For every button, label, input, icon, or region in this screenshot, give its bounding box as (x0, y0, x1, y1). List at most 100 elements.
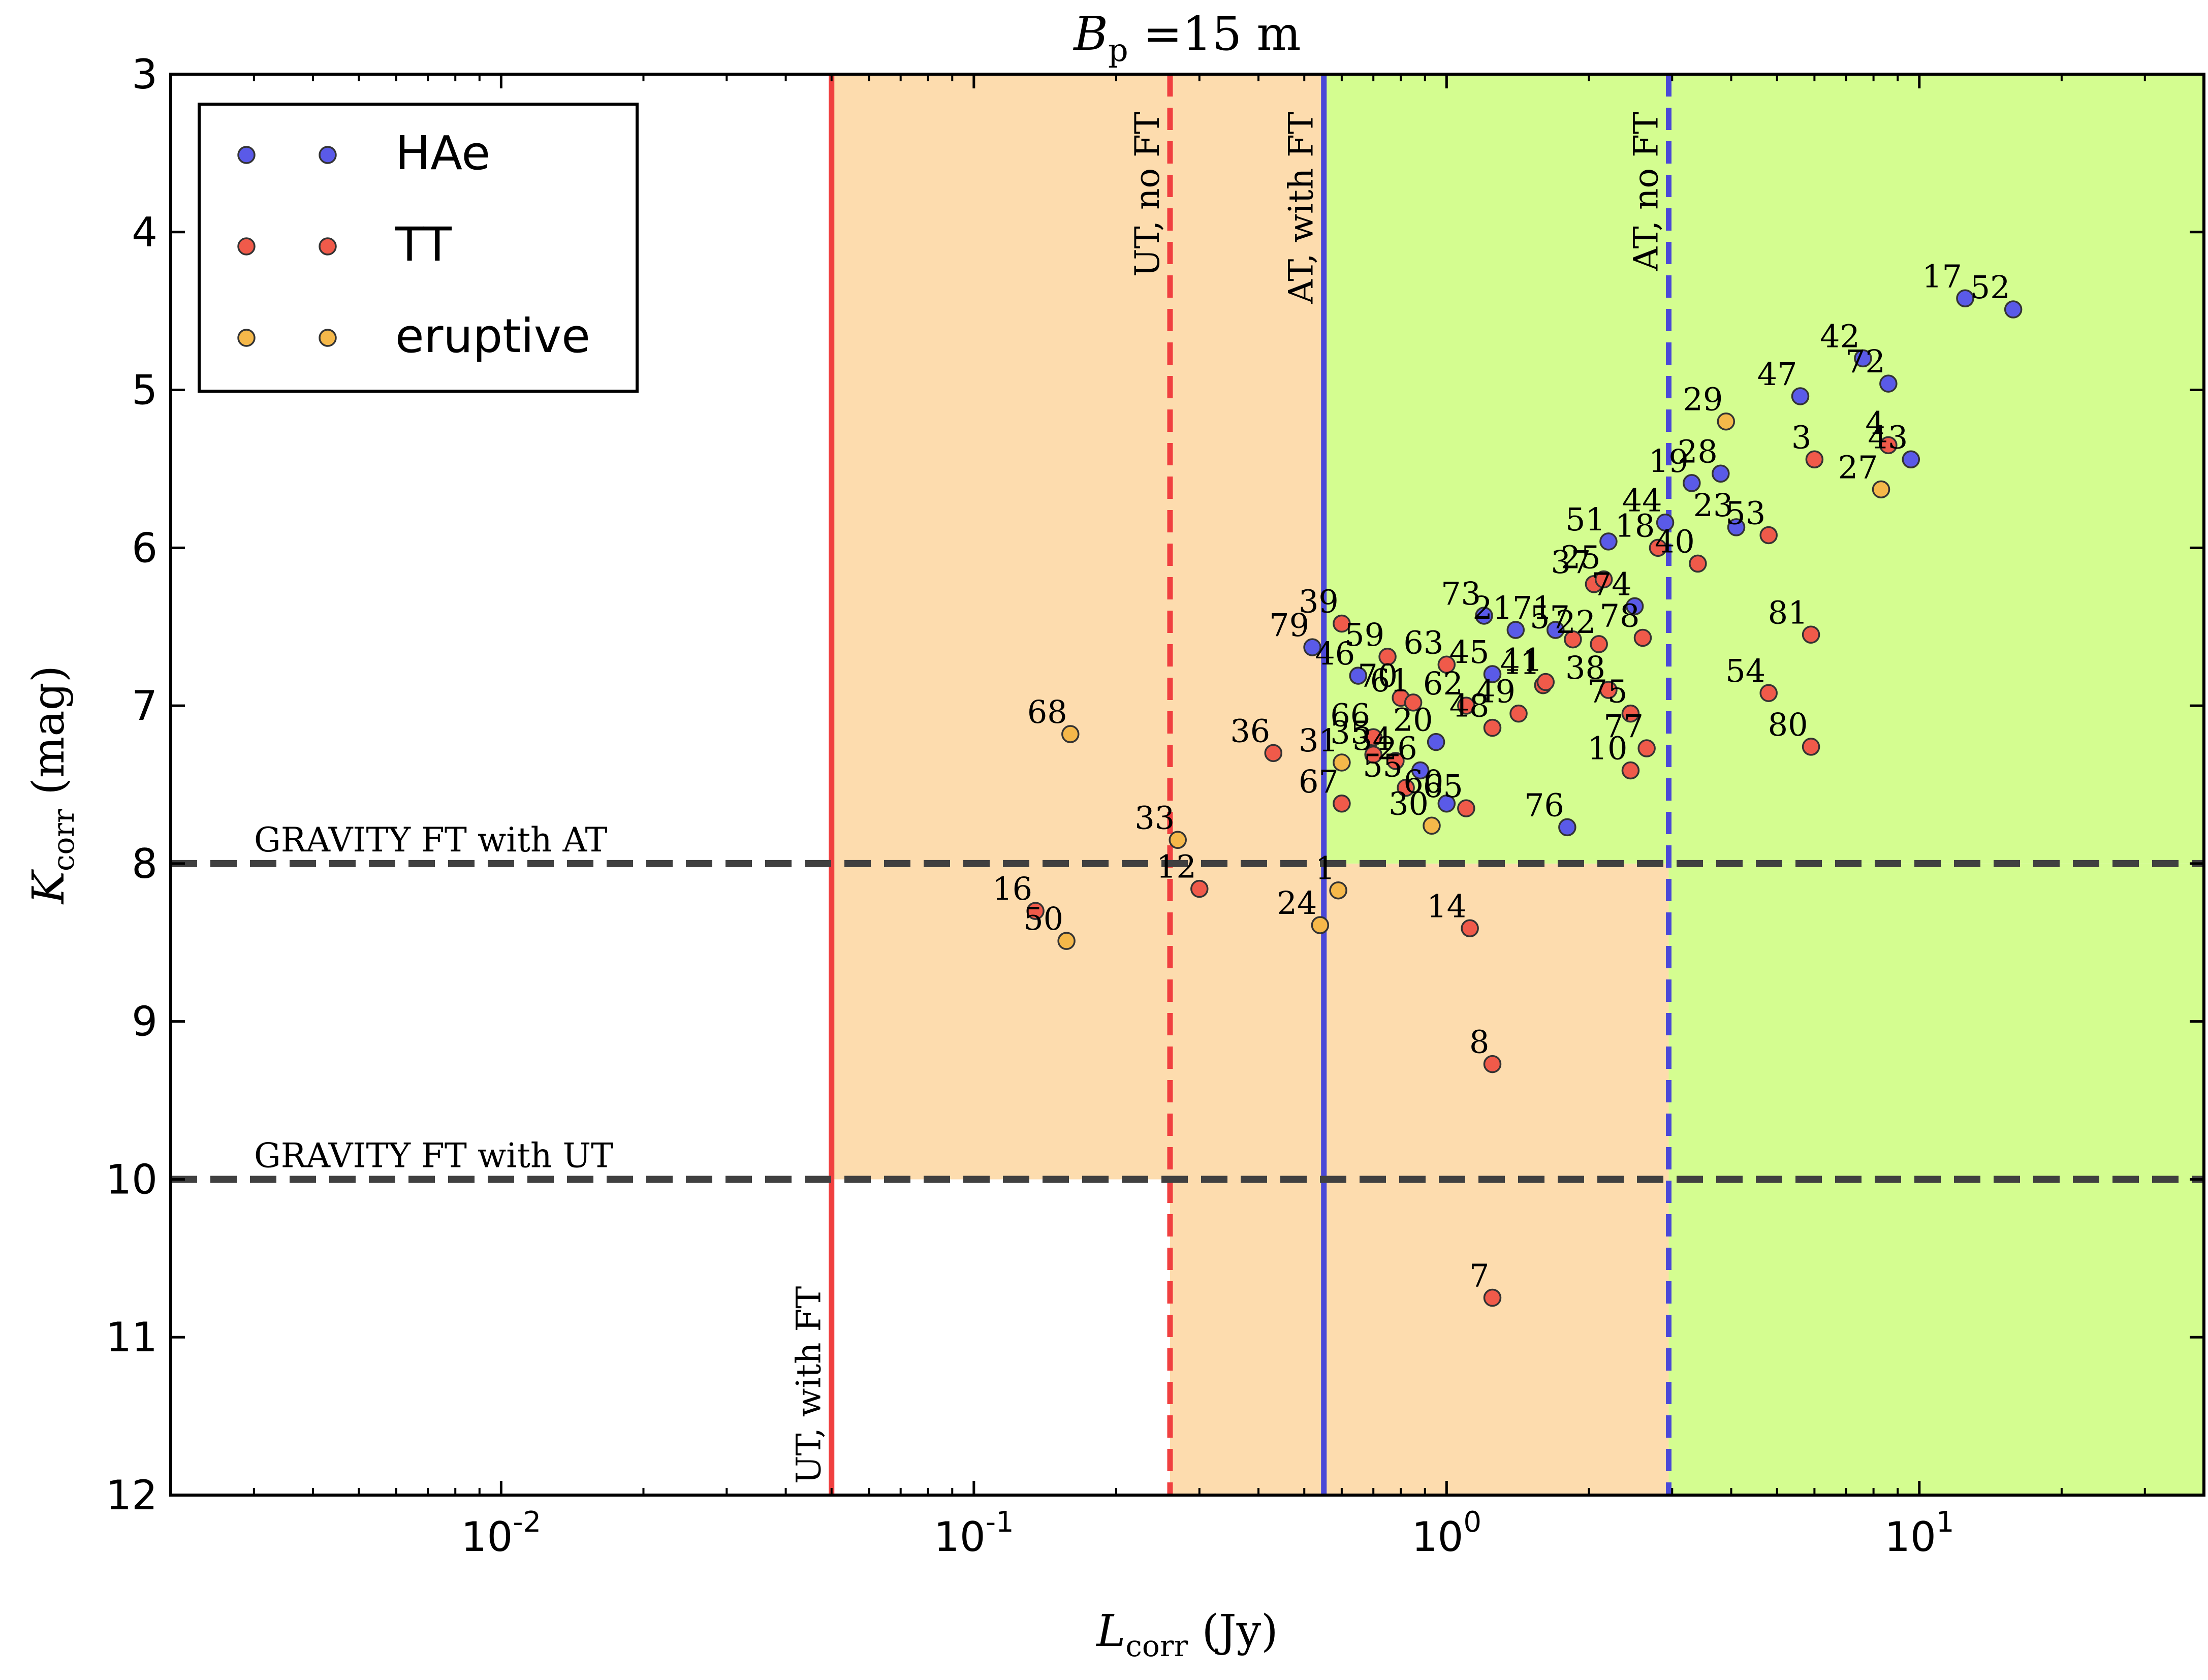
chart-titles: Bp =15 m Lcorr (Jy) Kcorr (mag) (23, 7, 1301, 1663)
point-label-47: 47 (1757, 356, 1797, 393)
y-tick-label: 10 (106, 1156, 157, 1203)
point-label-35: 35 (1330, 714, 1370, 751)
point-label-27: 27 (1838, 449, 1878, 486)
point-65 (1457, 799, 1475, 817)
point-63 (1437, 655, 1456, 674)
point-label-25: 25 (1561, 538, 1601, 576)
vline-label-4: AT, no FT (1626, 112, 1665, 271)
legend-label-TT: TT (395, 217, 452, 272)
point-label-44: 44 (1622, 482, 1662, 519)
point-36 (1264, 744, 1283, 763)
legend-label-HAe: HAe (395, 126, 490, 180)
point-45 (1483, 665, 1502, 683)
point-label-33: 33 (1134, 799, 1175, 836)
y-tick-label: 8 (132, 840, 157, 887)
legend-label-eruptive: eruptive (395, 309, 590, 363)
legend-marker-TT (237, 237, 256, 256)
point-73 (1475, 607, 1493, 625)
point-label-80: 80 (1768, 706, 1808, 743)
point-31 (1333, 753, 1351, 772)
point-43 (1902, 450, 1920, 469)
point-68 (1061, 725, 1080, 743)
legend-box (198, 103, 639, 393)
point-label-62: 62 (1423, 665, 1463, 702)
point-35 (1364, 745, 1382, 764)
point-66 (1364, 728, 1382, 747)
legend-marker-HAe (237, 146, 256, 164)
point-label-46: 46 (1315, 635, 1355, 672)
point-76 (1558, 818, 1576, 837)
point-label-37: 37 (1551, 544, 1591, 581)
point-17 (1956, 289, 1974, 308)
point-46 (1349, 667, 1367, 685)
y-tick-label: 12 (106, 1472, 157, 1519)
point-label-12: 12 (1156, 848, 1196, 885)
point-label-48: 48 (1449, 687, 1490, 724)
point-49 (1509, 704, 1528, 723)
x-tick-label: 101 (1884, 1506, 1954, 1561)
point-label-63: 63 (1403, 624, 1443, 661)
point-label-24: 24 (1277, 884, 1317, 922)
point-50 (1057, 932, 1076, 950)
point-22 (1590, 635, 1608, 653)
point-label-11: 11 (1502, 641, 1542, 678)
point-label-14: 14 (1427, 887, 1467, 925)
legend-marker-TT (319, 237, 337, 256)
point-label-68: 68 (1027, 693, 1067, 731)
point-33 (1169, 831, 1187, 849)
point-61 (1404, 693, 1423, 712)
point-25 (1594, 570, 1613, 589)
point-1 (1329, 881, 1347, 900)
point-77 (1637, 739, 1656, 757)
point-label-17: 17 (1922, 258, 1962, 295)
point-4 (1879, 436, 1898, 455)
point-label-41: 41 (1500, 645, 1540, 682)
point-label-19: 19 (1649, 442, 1689, 480)
point-54 (1759, 684, 1778, 702)
point-62 (1457, 696, 1475, 715)
point-label-78: 78 (1600, 597, 1640, 634)
point-label-75: 75 (1588, 673, 1628, 710)
y-tick-label: 4 (132, 209, 157, 256)
point-label-10: 10 (1588, 730, 1628, 767)
y-tick-label: 7 (132, 682, 157, 730)
legend-marker-eruptive (319, 329, 337, 347)
point-label-81: 81 (1768, 594, 1808, 631)
x-tick-label: 10-2 (461, 1506, 542, 1561)
point-label-73: 73 (1441, 575, 1481, 612)
point-label-29: 29 (1683, 381, 1723, 418)
y-tick-label: 5 (132, 367, 157, 414)
point-59 (1378, 648, 1397, 666)
point-81 (1802, 625, 1820, 644)
point-53 (1759, 526, 1778, 545)
point-label-45: 45 (1449, 633, 1490, 671)
legend-marker-HAe (319, 146, 337, 164)
point-label-50: 50 (1023, 900, 1063, 937)
legend-marker-eruptive (237, 329, 256, 347)
point-label-7: 7 (1469, 1257, 1489, 1294)
chart-title: Bp =15 m (1073, 7, 1301, 69)
point-label-40: 40 (1655, 523, 1695, 560)
point-71 (1547, 621, 1565, 639)
point-78 (1633, 628, 1652, 647)
point-60 (1437, 795, 1456, 813)
point-label-31: 31 (1299, 722, 1339, 759)
point-label-54: 54 (1725, 652, 1765, 689)
shaded-region-3 (1323, 74, 2204, 864)
point-label-34: 34 (1352, 720, 1393, 757)
point-44 (1656, 513, 1675, 532)
y-axis-label: Kcorr (mag) (23, 665, 81, 905)
point-label-51: 51 (1565, 501, 1605, 538)
point-40 (1689, 554, 1707, 573)
point-29 (1717, 412, 1736, 431)
point-8 (1483, 1055, 1502, 1073)
y-tick-label: 9 (132, 998, 157, 1045)
point-23 (1727, 518, 1746, 536)
point-42 (1854, 349, 1872, 368)
point-67 (1333, 795, 1351, 813)
point-label-72: 72 (1845, 343, 1885, 380)
point-label-74: 74 (1592, 565, 1632, 603)
point-18 (1649, 538, 1667, 557)
